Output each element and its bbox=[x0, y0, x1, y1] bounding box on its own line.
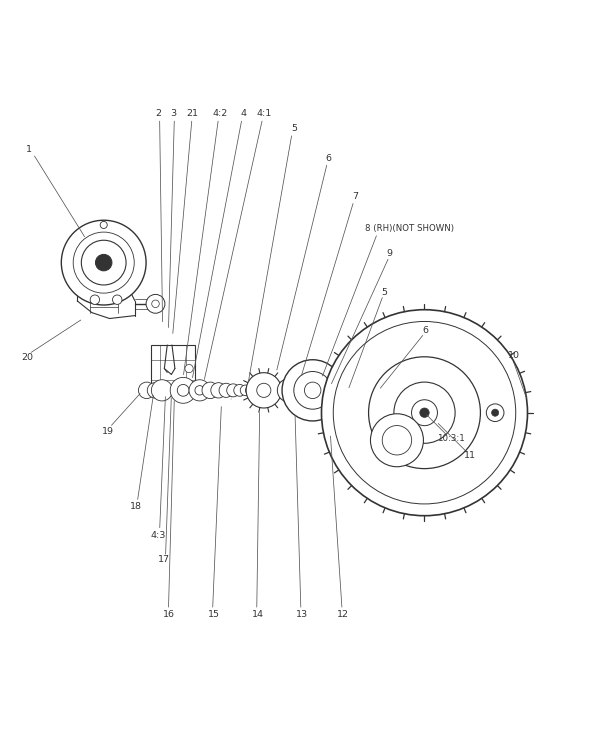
Text: 20: 20 bbox=[22, 354, 34, 363]
Text: 4:2: 4:2 bbox=[212, 109, 227, 118]
Circle shape bbox=[73, 232, 134, 293]
Text: 13: 13 bbox=[296, 609, 308, 618]
Circle shape bbox=[81, 240, 126, 285]
Text: 4:1: 4:1 bbox=[256, 109, 271, 118]
Circle shape bbox=[139, 382, 155, 398]
Text: 11: 11 bbox=[464, 450, 476, 460]
Text: 17: 17 bbox=[158, 555, 171, 565]
Circle shape bbox=[195, 386, 204, 395]
Circle shape bbox=[245, 385, 256, 395]
Circle shape bbox=[286, 387, 292, 393]
Circle shape bbox=[219, 383, 233, 398]
Circle shape bbox=[277, 379, 301, 402]
Text: 19: 19 bbox=[102, 427, 114, 436]
Text: 2: 2 bbox=[155, 109, 162, 118]
Circle shape bbox=[283, 384, 295, 396]
Circle shape bbox=[246, 373, 281, 408]
Circle shape bbox=[322, 310, 527, 516]
Text: 1: 1 bbox=[26, 144, 32, 154]
Circle shape bbox=[420, 408, 429, 418]
Text: 3: 3 bbox=[171, 109, 177, 118]
Circle shape bbox=[294, 372, 332, 409]
Text: 6: 6 bbox=[422, 325, 429, 335]
Circle shape bbox=[304, 382, 321, 398]
Circle shape bbox=[369, 357, 480, 469]
Text: 5: 5 bbox=[382, 288, 388, 296]
Circle shape bbox=[113, 295, 122, 305]
Circle shape bbox=[491, 409, 499, 416]
Circle shape bbox=[382, 426, 412, 455]
Text: 9: 9 bbox=[386, 250, 392, 259]
Circle shape bbox=[412, 400, 437, 426]
Circle shape bbox=[240, 385, 251, 395]
Text: 12: 12 bbox=[337, 609, 349, 618]
Circle shape bbox=[100, 221, 107, 228]
Text: 16: 16 bbox=[163, 609, 175, 618]
Circle shape bbox=[234, 384, 245, 396]
Text: 8 (RH)(NOT SHOWN): 8 (RH)(NOT SHOWN) bbox=[365, 224, 454, 233]
Circle shape bbox=[211, 383, 226, 398]
Circle shape bbox=[152, 380, 172, 401]
Text: 10: 10 bbox=[508, 351, 520, 360]
Circle shape bbox=[96, 254, 112, 271]
Circle shape bbox=[185, 364, 193, 373]
Circle shape bbox=[90, 295, 100, 305]
Circle shape bbox=[202, 382, 218, 398]
Circle shape bbox=[394, 382, 455, 444]
Text: 18: 18 bbox=[130, 502, 142, 511]
Circle shape bbox=[486, 404, 504, 421]
Circle shape bbox=[257, 383, 271, 398]
Text: eReplacementParts.com: eReplacementParts.com bbox=[202, 385, 388, 400]
Text: 4:3: 4:3 bbox=[151, 531, 166, 539]
Circle shape bbox=[371, 414, 424, 467]
Text: 6: 6 bbox=[326, 154, 332, 163]
Circle shape bbox=[152, 300, 159, 308]
Circle shape bbox=[146, 294, 165, 314]
Text: 4: 4 bbox=[240, 109, 246, 118]
Circle shape bbox=[333, 322, 516, 504]
Text: 21: 21 bbox=[186, 109, 198, 118]
Text: 14: 14 bbox=[252, 609, 264, 618]
Text: 10:3:1: 10:3:1 bbox=[437, 433, 465, 443]
Circle shape bbox=[148, 383, 163, 398]
Circle shape bbox=[189, 380, 210, 401]
Text: 15: 15 bbox=[208, 609, 219, 618]
Text: 5: 5 bbox=[291, 125, 297, 134]
Text: 7: 7 bbox=[352, 192, 358, 201]
Circle shape bbox=[227, 384, 240, 397]
Circle shape bbox=[170, 377, 196, 403]
Bar bbox=[151, 345, 195, 395]
Circle shape bbox=[282, 360, 343, 421]
Circle shape bbox=[177, 384, 189, 396]
Circle shape bbox=[61, 220, 146, 305]
